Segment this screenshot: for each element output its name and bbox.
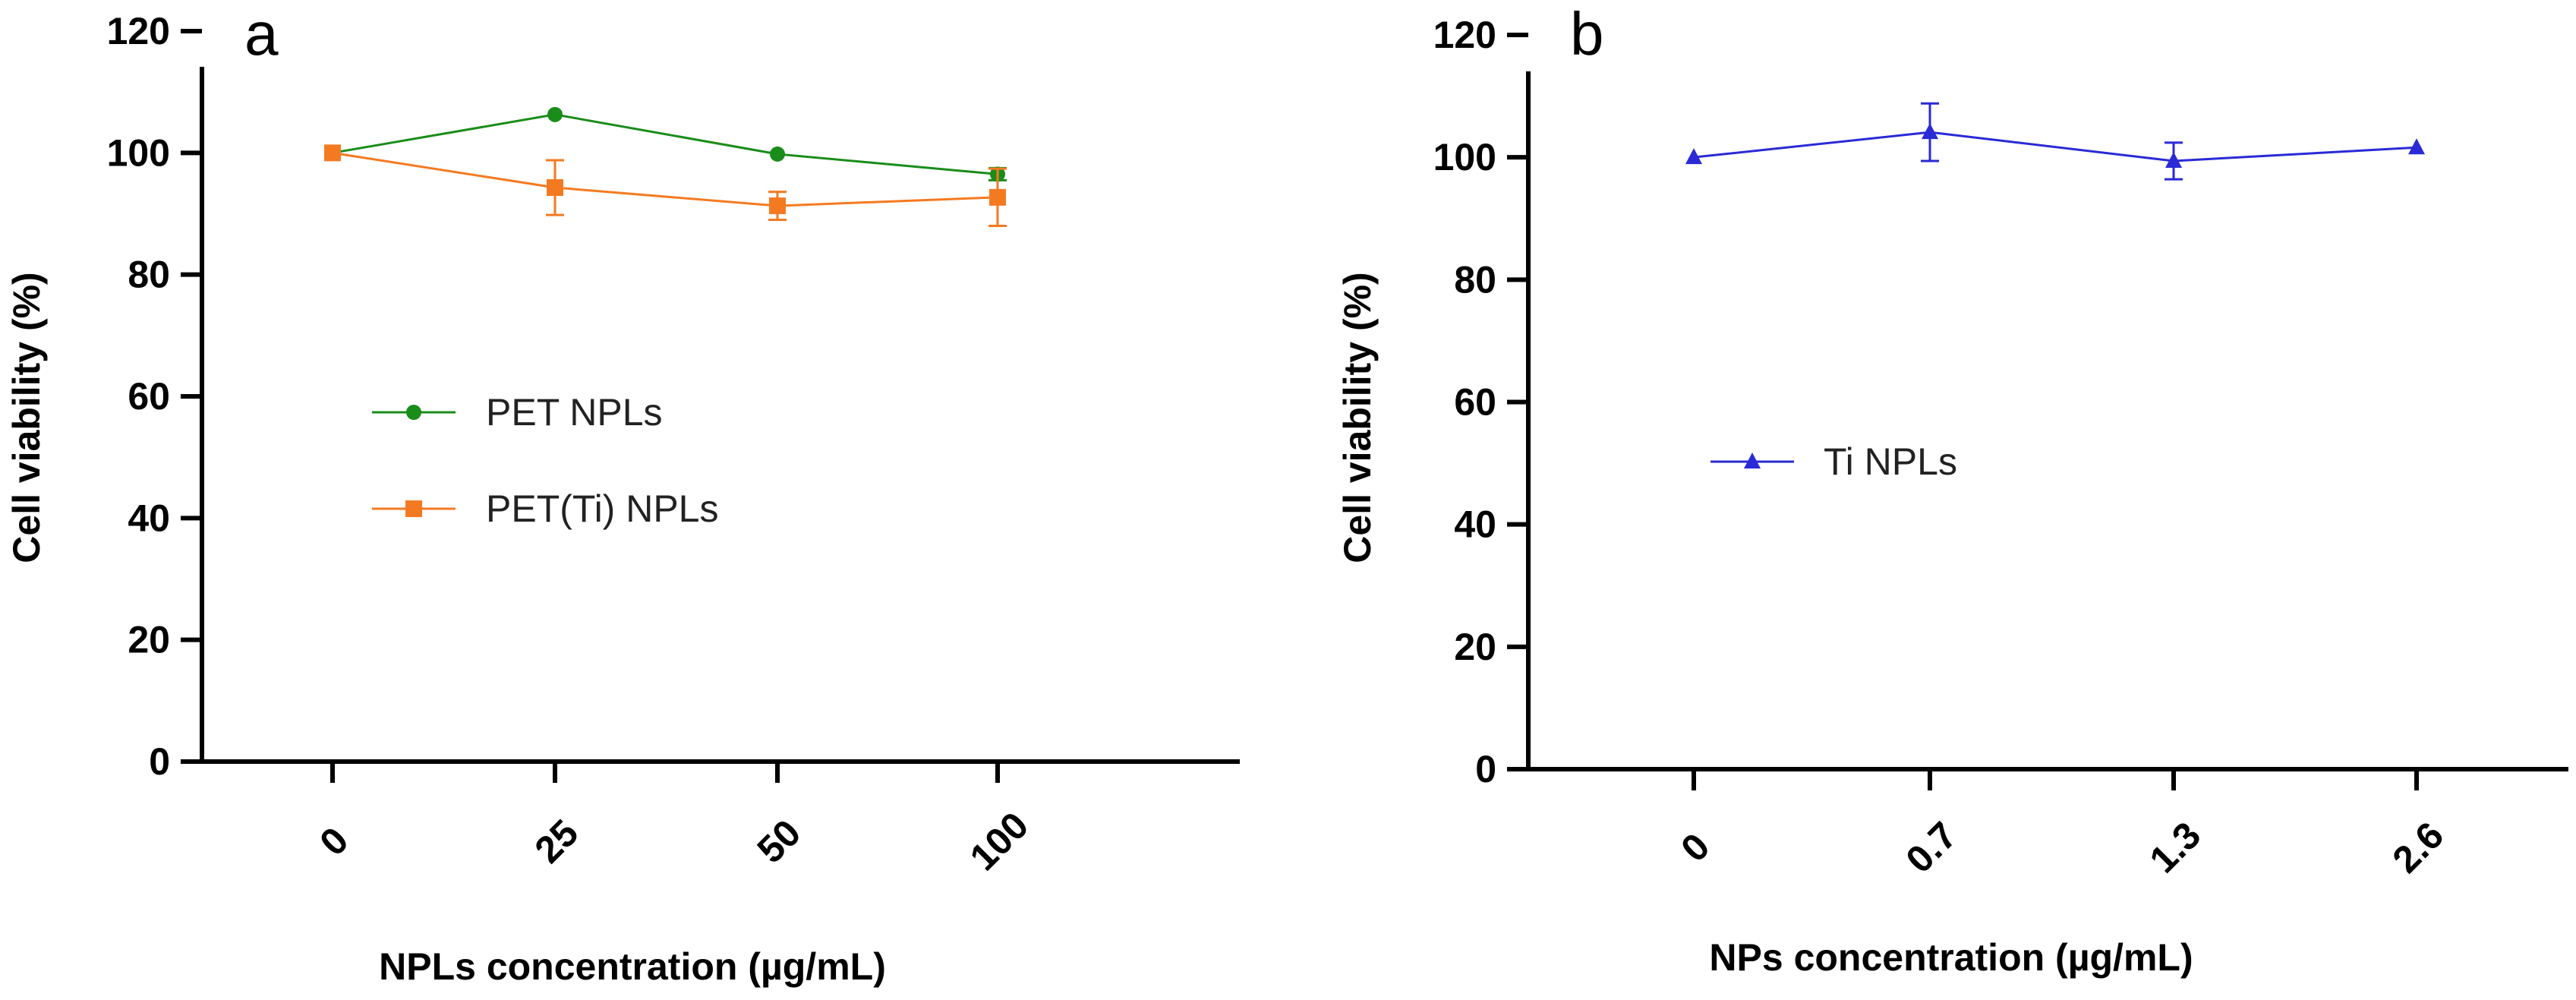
legend-label-pet-ti-npls: PET(Ti) NPLs bbox=[486, 487, 719, 530]
panel-b-y-tick-label: 40 bbox=[1454, 503, 1496, 546]
panel-b-y-tick-label: 0 bbox=[1475, 748, 1496, 790]
legend-label-pet-npls: PET NPLs bbox=[486, 391, 663, 434]
panel-a-y-tick-label: 120 bbox=[107, 10, 170, 52]
panel-a-y-tick-label: 40 bbox=[128, 497, 170, 539]
panel-a-plot-area bbox=[324, 106, 1007, 228]
panel-b-y-axis-title: Cell viability (%) bbox=[1336, 272, 1379, 563]
panel-b-y-tick-label: 60 bbox=[1454, 381, 1496, 424]
panel-a-y-tick-label: 20 bbox=[128, 619, 170, 661]
panel-b-y-tick-label: 100 bbox=[1433, 136, 1496, 178]
panel-b-x-tick-label: 0.7 bbox=[1898, 814, 1966, 882]
panel-a-y-tick-label: 100 bbox=[107, 131, 170, 174]
panel-b-x-ticks: 0 0.7 1.3 2.6 bbox=[1673, 769, 2451, 881]
panel-b-x-tick-label: 0 bbox=[1673, 825, 1717, 869]
panel-a-x-ticks: 0 25 50 100 bbox=[311, 762, 1036, 879]
legend-marker-pet-ti-npls bbox=[405, 500, 422, 517]
series-line-pet-npls bbox=[332, 113, 998, 175]
legend-item-pet-ti-npls: PET(Ti) NPLs bbox=[372, 487, 719, 530]
legend-marker-ti-npls bbox=[1744, 453, 1761, 468]
series-line-ti-npls bbox=[1693, 131, 2417, 162]
panel-a: a Cell viability (%) NPLs concentration … bbox=[5, 0, 1240, 988]
legend-symbol-ti-npls bbox=[1744, 453, 1761, 468]
data-point-pet-ti-npls bbox=[989, 188, 1006, 206]
panel-a-x-tick-label: 0 bbox=[311, 819, 356, 863]
legend-label-ti-npls: Ti NPLs bbox=[1824, 440, 1957, 483]
panel-a-x-tick-label: 100 bbox=[962, 804, 1037, 879]
legend-symbol-pet-npls bbox=[406, 405, 421, 420]
panel-a-y-ticks: 0 20 40 60 80 100 120 bbox=[107, 10, 202, 783]
panel-a-y-tick-label: 0 bbox=[149, 740, 170, 783]
panel-a-y-axis-title: Cell viability (%) bbox=[5, 272, 48, 563]
panel-b-x-axis-title: NPs concentration (µg/mL) bbox=[1709, 936, 2193, 979]
panel-b-legend: Ti NPLs bbox=[1711, 440, 1957, 483]
panel-b: b Cell viability (%) NPs concentration (… bbox=[1336, 0, 2568, 979]
panel-b-y-ticks: 0 20 40 60 80 100 120 bbox=[1433, 14, 1528, 790]
data-point-pet-npls bbox=[547, 106, 563, 122]
legend-marker-pet-npls bbox=[406, 405, 421, 420]
data-point-pet-npls bbox=[770, 146, 785, 162]
panel-a-x-axis-title: NPLs concentration (µg/mL) bbox=[379, 945, 886, 988]
panel-a-letter: a bbox=[244, 0, 279, 68]
data-point-pet-ti-npls bbox=[547, 179, 563, 197]
data-point-ti-npls bbox=[2408, 138, 2425, 155]
data-point-pet-ti-npls bbox=[324, 144, 341, 162]
panel-a-x-tick-label: 25 bbox=[527, 812, 587, 872]
legend-symbol-pet-ti-npls bbox=[405, 500, 422, 517]
panel-b-x-tick-label: 1.3 bbox=[2142, 814, 2209, 882]
panel-b-y-tick-label: 120 bbox=[1433, 14, 1496, 56]
data-point-pet-ti-npls bbox=[769, 197, 786, 215]
data-point-ti-npls bbox=[1922, 123, 1938, 140]
panel-b-y-tick-label: 20 bbox=[1454, 626, 1496, 668]
panel-a-legend: PET NPLs PET(Ti) NPLs bbox=[372, 391, 719, 530]
data-point-ti-npls bbox=[2165, 152, 2182, 169]
panel-b-letter: b bbox=[1570, 0, 1604, 68]
panel-a-x-tick-label: 50 bbox=[749, 812, 809, 872]
panel-a-y-tick-label: 80 bbox=[128, 254, 170, 296]
panel-b-plot-area bbox=[1685, 102, 2425, 181]
legend-item-ti-npls: Ti NPLs bbox=[1711, 440, 1957, 483]
panel-b-x-tick-label: 2.6 bbox=[2385, 814, 2452, 882]
panel-a-y-tick-label: 60 bbox=[128, 375, 170, 418]
data-point-ti-npls bbox=[1685, 148, 1702, 165]
series-line-pet-ti-npls bbox=[332, 151, 998, 207]
legend-item-pet-npls: PET NPLs bbox=[372, 391, 663, 434]
panel-b-y-tick-label: 80 bbox=[1454, 258, 1496, 301]
